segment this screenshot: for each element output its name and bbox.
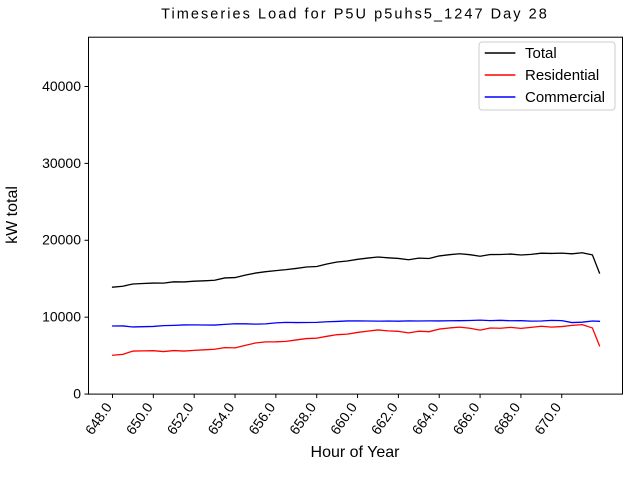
svg-text:Total: Total <box>525 45 557 62</box>
svg-text:654.0: 654.0 <box>204 399 237 437</box>
svg-text:20000: 20000 <box>42 232 81 248</box>
svg-text:648.0: 648.0 <box>82 399 115 437</box>
svg-text:668.0: 668.0 <box>490 399 523 437</box>
svg-text:30000: 30000 <box>42 155 81 171</box>
svg-text:656.0: 656.0 <box>245 399 278 437</box>
svg-text:0: 0 <box>73 386 81 402</box>
svg-text:650.0: 650.0 <box>123 399 156 437</box>
svg-text:kW total: kW total <box>4 186 21 244</box>
svg-text:10000: 10000 <box>42 309 81 325</box>
svg-text:40000: 40000 <box>42 78 81 94</box>
svg-text:664.0: 664.0 <box>408 399 441 437</box>
svg-text:660.0: 660.0 <box>327 399 360 437</box>
svg-text:658.0: 658.0 <box>286 399 319 437</box>
svg-text:662.0: 662.0 <box>368 399 401 437</box>
svg-text:Residential: Residential <box>525 67 599 84</box>
svg-text:652.0: 652.0 <box>163 399 196 437</box>
svg-text:Timeseries Load for P5U p5uhs5: Timeseries Load for P5U p5uhs5_1247 Day … <box>161 7 549 23</box>
svg-text:Hour of Year: Hour of Year <box>311 444 401 461</box>
svg-text:670.0: 670.0 <box>531 399 564 437</box>
svg-text:Commercial: Commercial <box>525 89 605 106</box>
svg-text:666.0: 666.0 <box>449 399 482 437</box>
